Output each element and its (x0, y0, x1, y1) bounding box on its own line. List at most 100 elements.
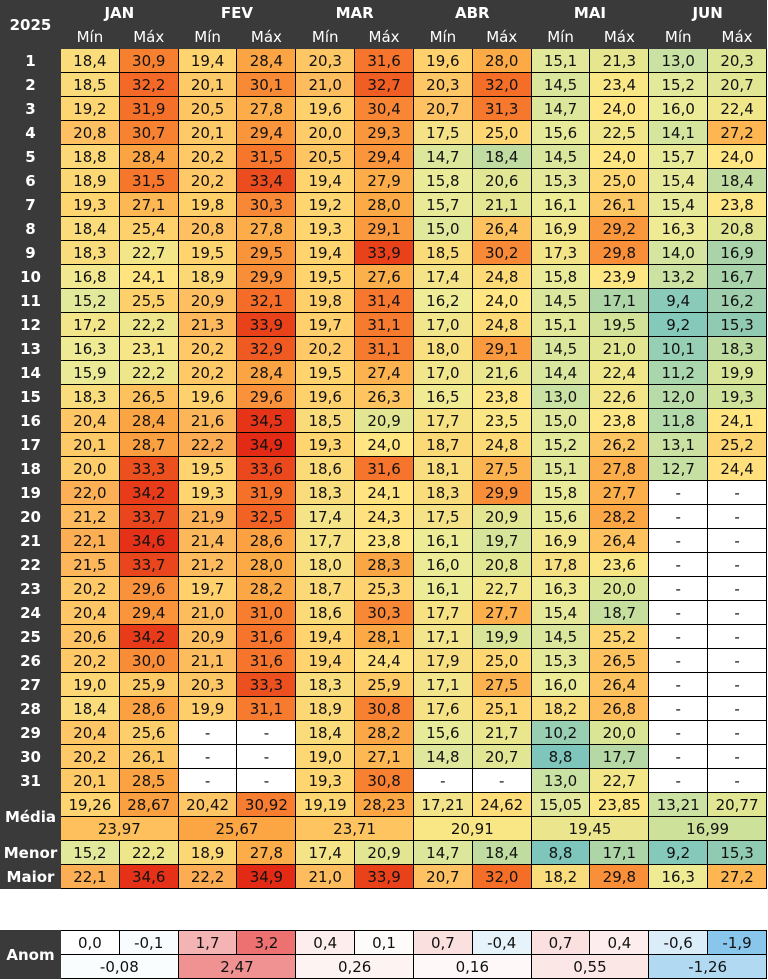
max-cell: 32,0 (471, 72, 532, 97)
max-cell: 29,1 (471, 336, 532, 361)
min-cell: 15,3 (530, 168, 591, 193)
min-cell: 17,2 (60, 312, 120, 337)
max-cell: 22,7 (589, 768, 650, 793)
max-cell: 24,8 (471, 312, 532, 337)
max-cell: 30,8 (354, 768, 414, 793)
min-cell: 19,4 (295, 648, 356, 673)
max-cell: 28,1 (354, 624, 414, 649)
max-cell: 16,7 (707, 264, 767, 289)
min-cell: 19,3 (295, 432, 356, 457)
min-cell: 16,3 (530, 576, 591, 601)
min-cell: 15,4 (648, 192, 709, 217)
max-cell: 26,8 (589, 696, 650, 721)
min-cell: 15,3 (530, 648, 591, 673)
max-cell: 26,3 (354, 384, 414, 409)
min-cell: 16,8 (60, 264, 120, 289)
media-max-cell: 24,62 (471, 792, 532, 817)
menor-label: Menor (0, 840, 61, 865)
min-cell: 13,0 (530, 384, 591, 409)
min-cell: 20,2 (177, 168, 238, 193)
max-cell: 25,5 (118, 288, 179, 313)
min-cell: 16,1 (530, 192, 591, 217)
max-cell: 31,5 (118, 168, 179, 193)
min-cell: 20,4 (60, 600, 120, 625)
maior-label: Maior (0, 864, 61, 889)
max-cell: 27,8 (589, 456, 650, 481)
min-cell: - (648, 480, 709, 505)
menor-min-cell: 14,7 (412, 840, 473, 865)
min-cell: 20,1 (177, 120, 238, 145)
anom-cell: -1,26 (648, 954, 767, 979)
min-cell: 18,3 (60, 240, 120, 265)
min-cell: 17,5 (412, 120, 473, 145)
max-cell: 25,0 (589, 168, 650, 193)
min-cell: 18,6 (295, 600, 356, 625)
max-cell: 29,9 (471, 480, 532, 505)
max-cell: - (707, 552, 767, 577)
day-label: 7 (0, 192, 61, 217)
max-cell: 25,1 (471, 696, 532, 721)
menor-min-cell: 8,8 (530, 840, 591, 865)
max-cell: 24,4 (354, 648, 414, 673)
max-cell: 25,0 (471, 120, 532, 145)
min-cell: 20,2 (60, 744, 120, 769)
min-cell: 15,7 (412, 192, 473, 217)
min-cell: 16,1 (412, 528, 473, 553)
min-cell: 13,1 (648, 432, 709, 457)
max-cell: 31,4 (354, 288, 414, 313)
anom-cell: 0,16 (412, 954, 532, 979)
max-cell: 23,4 (589, 72, 650, 97)
max-cell: 29,8 (589, 240, 650, 265)
day-label: 17 (0, 432, 61, 457)
day-label: 6 (0, 168, 61, 193)
min-cell: 19,8 (177, 192, 238, 217)
min-cell: 22,0 (60, 480, 120, 505)
min-cell: 13,2 (648, 264, 709, 289)
max-cell: 17,7 (589, 744, 650, 769)
min-cell: 14,0 (648, 240, 709, 265)
max-cell: 20,8 (707, 216, 767, 241)
day-label: 24 (0, 600, 61, 625)
min-cell: - (177, 744, 238, 769)
min-cell: 17,4 (295, 504, 356, 529)
max-cell: 30,9 (118, 48, 179, 73)
max-cell: 24,3 (354, 504, 414, 529)
max-cell: 22,5 (589, 120, 650, 145)
max-cell: 25,0 (471, 648, 532, 673)
max-cell: 20,0 (589, 720, 650, 745)
min-cell: - (648, 576, 709, 601)
max-cell: 33,7 (118, 504, 179, 529)
max-cell: 31,1 (354, 336, 414, 361)
day-label: 2 (0, 72, 61, 97)
max-cell: 28,0 (471, 48, 532, 73)
anom-max-cell: 0,4 (589, 930, 650, 955)
min-cell: 14,5 (530, 144, 591, 169)
month-header: MAI (530, 0, 650, 25)
min-cell: 12,0 (648, 384, 709, 409)
anom-min-cell: 0,7 (412, 930, 473, 955)
min-cell: 20,1 (60, 768, 120, 793)
min-cell: 19,5 (295, 264, 356, 289)
menor-max-cell: 15,3 (707, 840, 767, 865)
max-cell: 32,7 (354, 72, 414, 97)
min-cell: 18,7 (295, 576, 356, 601)
max-cell: 28,2 (354, 720, 414, 745)
min-cell: 21,0 (177, 600, 238, 625)
day-label: 22 (0, 552, 61, 577)
min-cell: 19,6 (295, 384, 356, 409)
max-cell: 25,6 (118, 720, 179, 745)
min-cell: 22,2 (177, 432, 238, 457)
max-cell: 29,2 (589, 216, 650, 241)
min-cell: 19,4 (295, 624, 356, 649)
min-cell: 13,0 (530, 768, 591, 793)
min-cell: 19,4 (295, 240, 356, 265)
media-max-cell: 23,85 (589, 792, 650, 817)
max-cell: 23,8 (471, 384, 532, 409)
min-cell: 20,2 (60, 576, 120, 601)
min-cell: - (648, 768, 709, 793)
min-cell: 14,8 (412, 744, 473, 769)
min-cell: 19,3 (295, 216, 356, 241)
min-cell: 13,0 (648, 48, 709, 73)
max-cell: 16,9 (707, 240, 767, 265)
max-cell: 20,9 (471, 504, 532, 529)
